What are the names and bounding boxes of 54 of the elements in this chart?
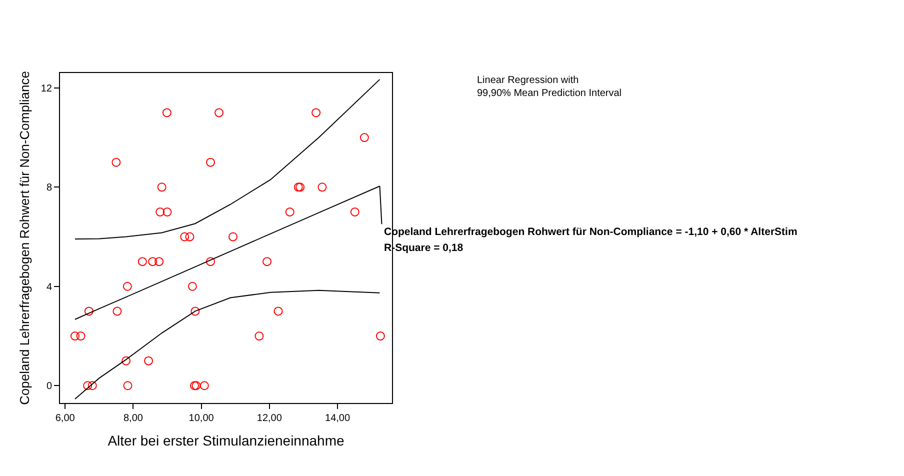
point	[84, 306, 94, 316]
point	[200, 381, 209, 390]
y-tick-label: 0	[46, 381, 52, 392]
line-series	[74, 78, 380, 240]
point	[318, 182, 327, 192]
point	[70, 332, 80, 341]
x-axis-title: Alter bei erster Stimulanzieneinnahme	[108, 432, 344, 448]
y-axis-title: Copeland Lehrerfragebogen Rohwert für Non-Compliance	[16, 71, 32, 405]
point	[254, 332, 264, 341]
point	[190, 381, 199, 390]
point	[122, 356, 131, 366]
x-tick-label: 12,00	[256, 413, 282, 424]
point	[206, 257, 216, 266]
y-tick-label: 12	[40, 83, 52, 94]
point	[214, 108, 224, 118]
point	[192, 381, 201, 390]
point	[122, 282, 132, 291]
point	[88, 381, 97, 390]
point	[162, 207, 172, 216]
x-tick-label: 10,00	[188, 413, 214, 424]
point	[83, 381, 92, 390]
point	[138, 257, 147, 266]
point	[312, 108, 321, 118]
point	[350, 207, 360, 216]
point	[376, 332, 385, 341]
point	[112, 158, 121, 167]
x-tick-label: 8,00	[123, 413, 144, 424]
point	[296, 182, 305, 192]
line-series	[74, 290, 380, 400]
point	[228, 232, 238, 242]
point	[76, 332, 86, 341]
point	[262, 257, 272, 266]
point	[274, 306, 283, 316]
point	[156, 207, 165, 216]
point	[206, 158, 216, 167]
point	[360, 133, 369, 142]
point	[123, 381, 132, 390]
point	[285, 207, 294, 216]
point	[154, 257, 164, 266]
point	[190, 306, 200, 316]
y-tick-label: 8	[46, 182, 52, 194]
point	[180, 232, 190, 242]
y-tick-label: 4	[46, 282, 52, 293]
point	[148, 257, 158, 266]
point	[188, 282, 197, 291]
point	[144, 356, 154, 366]
x-tick-label: 14,00	[325, 413, 350, 424]
point	[185, 232, 194, 242]
text: Linear Regression with 99,90% Mean Prediction Interval	[477, 75, 622, 99]
point	[294, 182, 303, 192]
point	[157, 182, 166, 192]
point	[162, 108, 172, 118]
point	[112, 306, 122, 316]
x-tick-label: 6,00	[55, 413, 76, 424]
